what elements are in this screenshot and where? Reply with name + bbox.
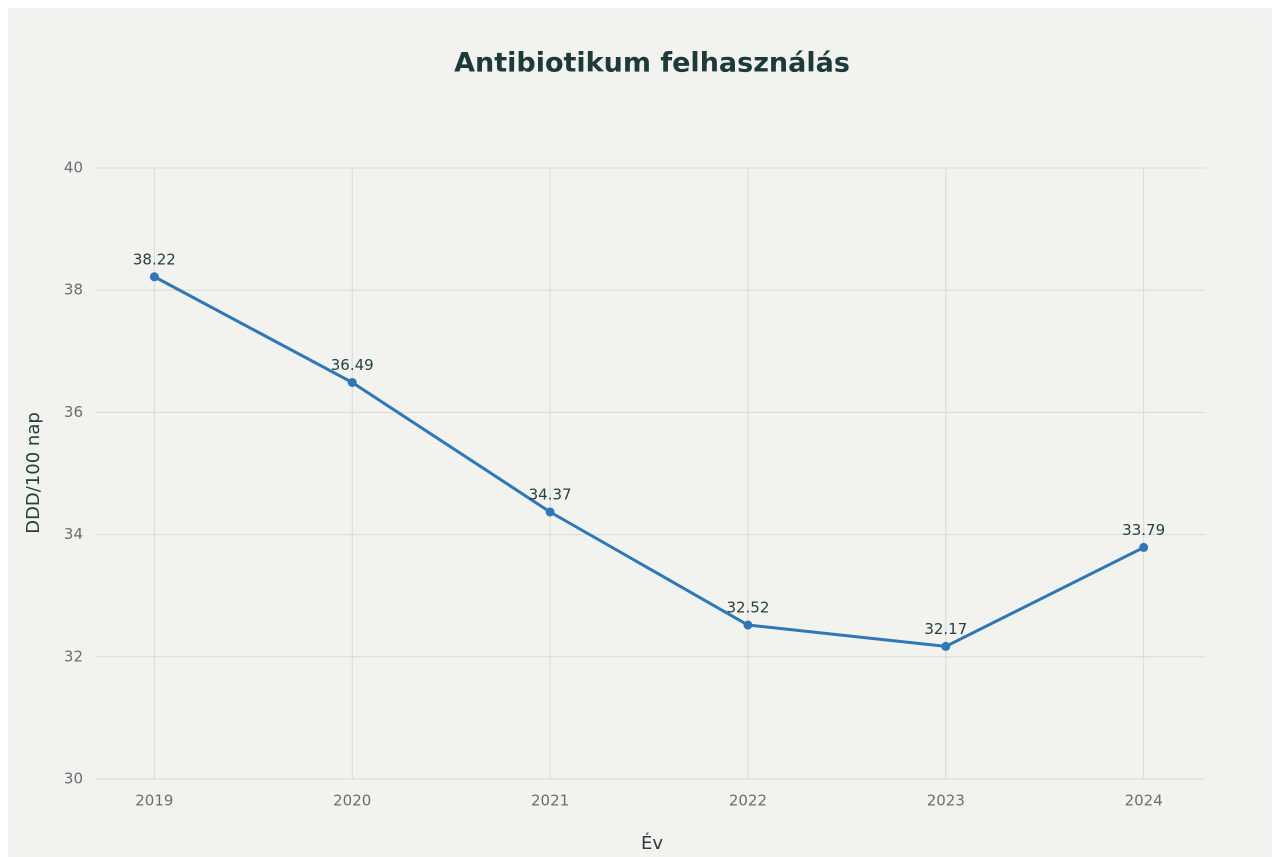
x-tick-label: 2022 — [729, 792, 767, 810]
x-tick-label: 2020 — [333, 792, 371, 810]
point — [743, 620, 753, 630]
x-tick-label: 2021 — [531, 792, 569, 810]
y-tick-label: 40 — [64, 159, 83, 177]
data-label: 34.37 — [529, 485, 572, 503]
point — [347, 377, 357, 387]
y-tick-label: 34 — [64, 525, 83, 543]
point — [545, 507, 555, 517]
line — [153, 275, 1145, 648]
chart-title: Antibiotikum felhasználás — [454, 48, 850, 79]
data-label: 32.52 — [726, 599, 769, 617]
data-label: 32.17 — [924, 620, 967, 638]
y-axis-title: DDD/100 nap — [23, 412, 44, 534]
data-label: 38.22 — [133, 250, 176, 268]
chart-background — [8, 8, 1272, 857]
y-tick-label: 32 — [64, 647, 83, 665]
point — [149, 272, 159, 282]
x-tick-label: 2023 — [927, 792, 965, 810]
data-label: 36.49 — [331, 356, 374, 374]
point — [1139, 542, 1149, 552]
x-axis-title: Év — [641, 832, 663, 854]
y-tick-label: 38 — [64, 281, 83, 299]
data-label: 33.79 — [1122, 521, 1165, 539]
x-tick-label: 2024 — [1125, 792, 1163, 810]
y-tick-label: 36 — [64, 403, 83, 421]
point — [941, 641, 951, 651]
y-tick-label: 30 — [64, 770, 83, 788]
x-tick-label: 2019 — [135, 792, 173, 810]
